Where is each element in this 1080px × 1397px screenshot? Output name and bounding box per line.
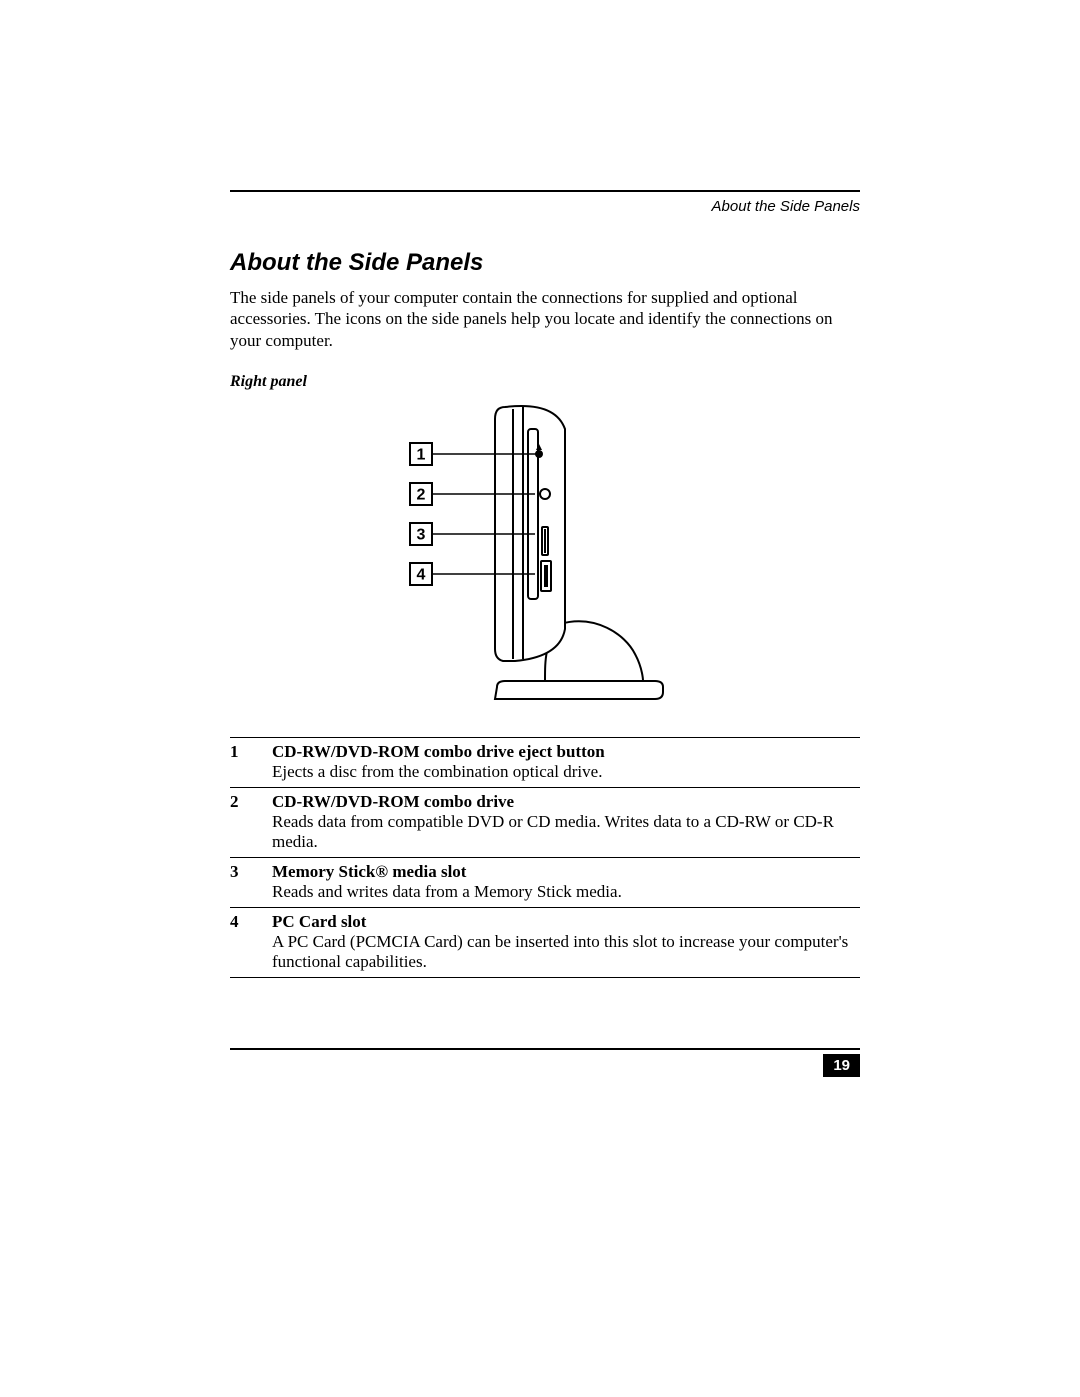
callout-label-3: 3 bbox=[417, 526, 426, 543]
definition-number: 2 bbox=[230, 787, 272, 857]
intro-paragraph: The side panels of your computer contain… bbox=[230, 287, 860, 351]
definition-number: 3 bbox=[230, 857, 272, 907]
definition-body: PC Card slotA PC Card (PCMCIA Card) can … bbox=[272, 907, 860, 977]
figure-wrap: 1 2 3 4 bbox=[230, 399, 860, 719]
definition-description: A PC Card (PCMCIA Card) can be inserted … bbox=[272, 932, 860, 972]
definition-description: Ejects a disc from the combination optic… bbox=[272, 762, 860, 782]
definition-body: CD-RW/DVD-ROM combo driveReads data from… bbox=[272, 787, 860, 857]
definition-body: Memory Stick® media slotReads and writes… bbox=[272, 857, 860, 907]
definition-row: 1CD-RW/DVD-ROM combo drive eject buttonE… bbox=[230, 737, 860, 787]
manual-page: About the Side Panels About the Side Pan… bbox=[0, 0, 1080, 1397]
callout-label-2: 2 bbox=[417, 486, 426, 503]
callout-label-1: 1 bbox=[417, 446, 426, 463]
definition-body: CD-RW/DVD-ROM combo drive eject buttonEj… bbox=[272, 737, 860, 787]
definition-number: 1 bbox=[230, 737, 272, 787]
device-outline bbox=[495, 406, 663, 699]
section-title: About the Side Panels bbox=[230, 249, 860, 277]
definitions-table: 1CD-RW/DVD-ROM combo drive eject buttonE… bbox=[230, 737, 860, 978]
definition-row: 4PC Card slotA PC Card (PCMCIA Card) can… bbox=[230, 907, 860, 977]
definition-number: 4 bbox=[230, 907, 272, 977]
definition-row: 3Memory Stick® media slotReads and write… bbox=[230, 857, 860, 907]
bottom-rule bbox=[230, 1048, 860, 1050]
definition-description: Reads and writes data from a Memory Stic… bbox=[272, 882, 860, 902]
page-number: 19 bbox=[823, 1054, 860, 1077]
definition-term: CD-RW/DVD-ROM combo drive bbox=[272, 792, 860, 812]
top-rule bbox=[230, 190, 860, 192]
definition-row: 2CD-RW/DVD-ROM combo driveReads data fro… bbox=[230, 787, 860, 857]
definition-term: PC Card slot bbox=[272, 912, 860, 932]
figure-caption: Right panel bbox=[230, 373, 860, 391]
callout-label-4: 4 bbox=[417, 566, 426, 583]
footer: 19 bbox=[230, 1048, 860, 1077]
definition-term: CD-RW/DVD-ROM combo drive eject button bbox=[272, 742, 860, 762]
running-head: About the Side Panels bbox=[230, 198, 860, 215]
definition-term: Memory Stick® media slot bbox=[272, 862, 860, 882]
right-panel-figure: 1 2 3 4 bbox=[395, 399, 695, 719]
definition-description: Reads data from compatible DVD or CD med… bbox=[272, 812, 860, 852]
